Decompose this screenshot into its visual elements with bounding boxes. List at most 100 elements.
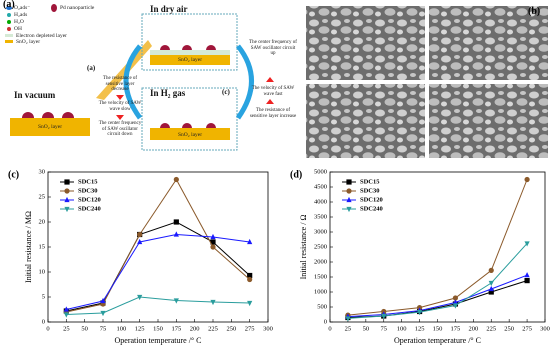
marker [381, 313, 387, 320]
y-tick-label: 15 [39, 243, 46, 250]
panel-label: (d) [290, 169, 302, 180]
marker [524, 278, 530, 284]
note: The center frequency of SAW oscillator c… [249, 40, 297, 57]
series-line [347, 274, 528, 318]
y-tick-label: 25 [39, 193, 46, 200]
series-line [66, 178, 250, 313]
x-tick-label: 150 [433, 325, 443, 332]
marker [452, 295, 459, 301]
diagram-shapes [5, 4, 274, 151]
step-label: (a) [87, 64, 96, 72]
legend-label: SDC30 [360, 187, 380, 194]
y-tick-label: 5000 [314, 168, 327, 175]
marker [247, 272, 253, 279]
marker [137, 238, 143, 245]
x-tick-label: 75 [381, 325, 388, 332]
marker [137, 294, 143, 301]
marker [173, 219, 179, 225]
x-axis-label: Operation temperature /° C [115, 336, 202, 345]
marker [488, 289, 494, 295]
y-tick-label: 4500 [314, 183, 327, 190]
panel-label: (a) [3, 0, 15, 10]
legend-label: SDC120 [78, 196, 101, 203]
legend-text: SnO₂ layer [16, 39, 41, 45]
x-tick-label: 25 [345, 325, 352, 332]
y-tick-label: 3500 [314, 213, 327, 220]
legend-label: SDC120 [360, 196, 383, 203]
y-axis-label: Initial resistance / Ω [299, 215, 308, 280]
legend-marker [346, 196, 352, 203]
note: The center frequency of SAW oscillator c… [98, 121, 142, 138]
x-tick-label: 125 [415, 325, 425, 332]
state-title: In H₂ gas [150, 88, 186, 98]
legend-label: SDC240 [360, 205, 383, 212]
state-title: In vacuum [14, 90, 56, 100]
plot-frame [47, 171, 269, 323]
note: The resistance of sensitive layer decrea… [102, 76, 138, 93]
y-tick-label: 4000 [314, 198, 327, 205]
marker [210, 239, 216, 245]
marker [210, 299, 216, 306]
marker [210, 244, 216, 250]
series-line [347, 243, 528, 319]
x-tick-label: 275 [522, 325, 532, 332]
legend-marker [346, 206, 352, 213]
x-tick-label: 175 [171, 325, 181, 332]
marker [247, 276, 253, 283]
legend-text: H₂ads [14, 12, 28, 18]
x-tick-label: 125 [135, 325, 145, 332]
x-tick-label: 250 [226, 325, 236, 332]
layer-label: SnO₂ layer [38, 124, 63, 130]
marker [488, 267, 494, 273]
layer-label: SnO₂ layer [178, 132, 203, 138]
series-line [66, 233, 250, 310]
x-tick-label: 25 [63, 325, 70, 332]
legend-text: OH [14, 26, 22, 32]
layer-label: SnO₂ layer [178, 57, 203, 63]
x-tick-label: 50 [363, 325, 370, 332]
x-tick-label: 200 [190, 325, 200, 332]
legend-label: SDC240 [78, 205, 101, 212]
marker [524, 272, 530, 278]
x-axis-label: Operation temperature /° C [394, 336, 481, 345]
legend-text: H₂O [14, 19, 24, 25]
x-tick-label: 100 [397, 325, 407, 332]
marker [173, 231, 179, 237]
marker [452, 303, 459, 309]
legend-label: SDC15 [360, 178, 380, 185]
x-tick-label: 50 [81, 325, 88, 332]
x-tick-label: 300 [263, 325, 273, 332]
y-tick-label: 1000 [314, 288, 327, 295]
marker [345, 316, 351, 322]
sem-images [306, 6, 548, 158]
y-tick-label: 2000 [314, 258, 327, 265]
marker [524, 176, 530, 183]
legend-marker [64, 196, 70, 203]
state-title: In dry air [150, 4, 188, 14]
note: The velocity of SAW wave fast [251, 86, 295, 97]
x-tick-label: 0 [328, 325, 331, 332]
marker [247, 300, 253, 307]
legend-marker [64, 206, 70, 213]
plot-frame [329, 171, 546, 323]
x-tick-label: 75 [100, 325, 107, 332]
y-tick-label: 5 [42, 293, 45, 300]
legend-marker [64, 179, 70, 185]
marker [173, 298, 179, 304]
y-axis-label: Initial resistance / MΩ [24, 211, 33, 283]
x-tick-label: 200 [468, 325, 478, 332]
panel-label: (c) [8, 169, 19, 180]
marker [524, 241, 530, 247]
legend-text: Pd nanoparticle [60, 5, 95, 11]
marker [416, 310, 423, 316]
x-tick-label: 100 [116, 325, 126, 332]
x-tick-label: 150 [153, 325, 163, 332]
y-tick-label: 0 [42, 318, 45, 325]
marker [488, 285, 494, 292]
x-tick-label: 275 [245, 325, 255, 332]
y-tick-label: 30 [39, 168, 46, 175]
note: The velocity of SAW wave slow [98, 101, 142, 112]
y-tick-label: 1500 [314, 273, 327, 280]
y-tick-label: 20 [39, 218, 46, 225]
